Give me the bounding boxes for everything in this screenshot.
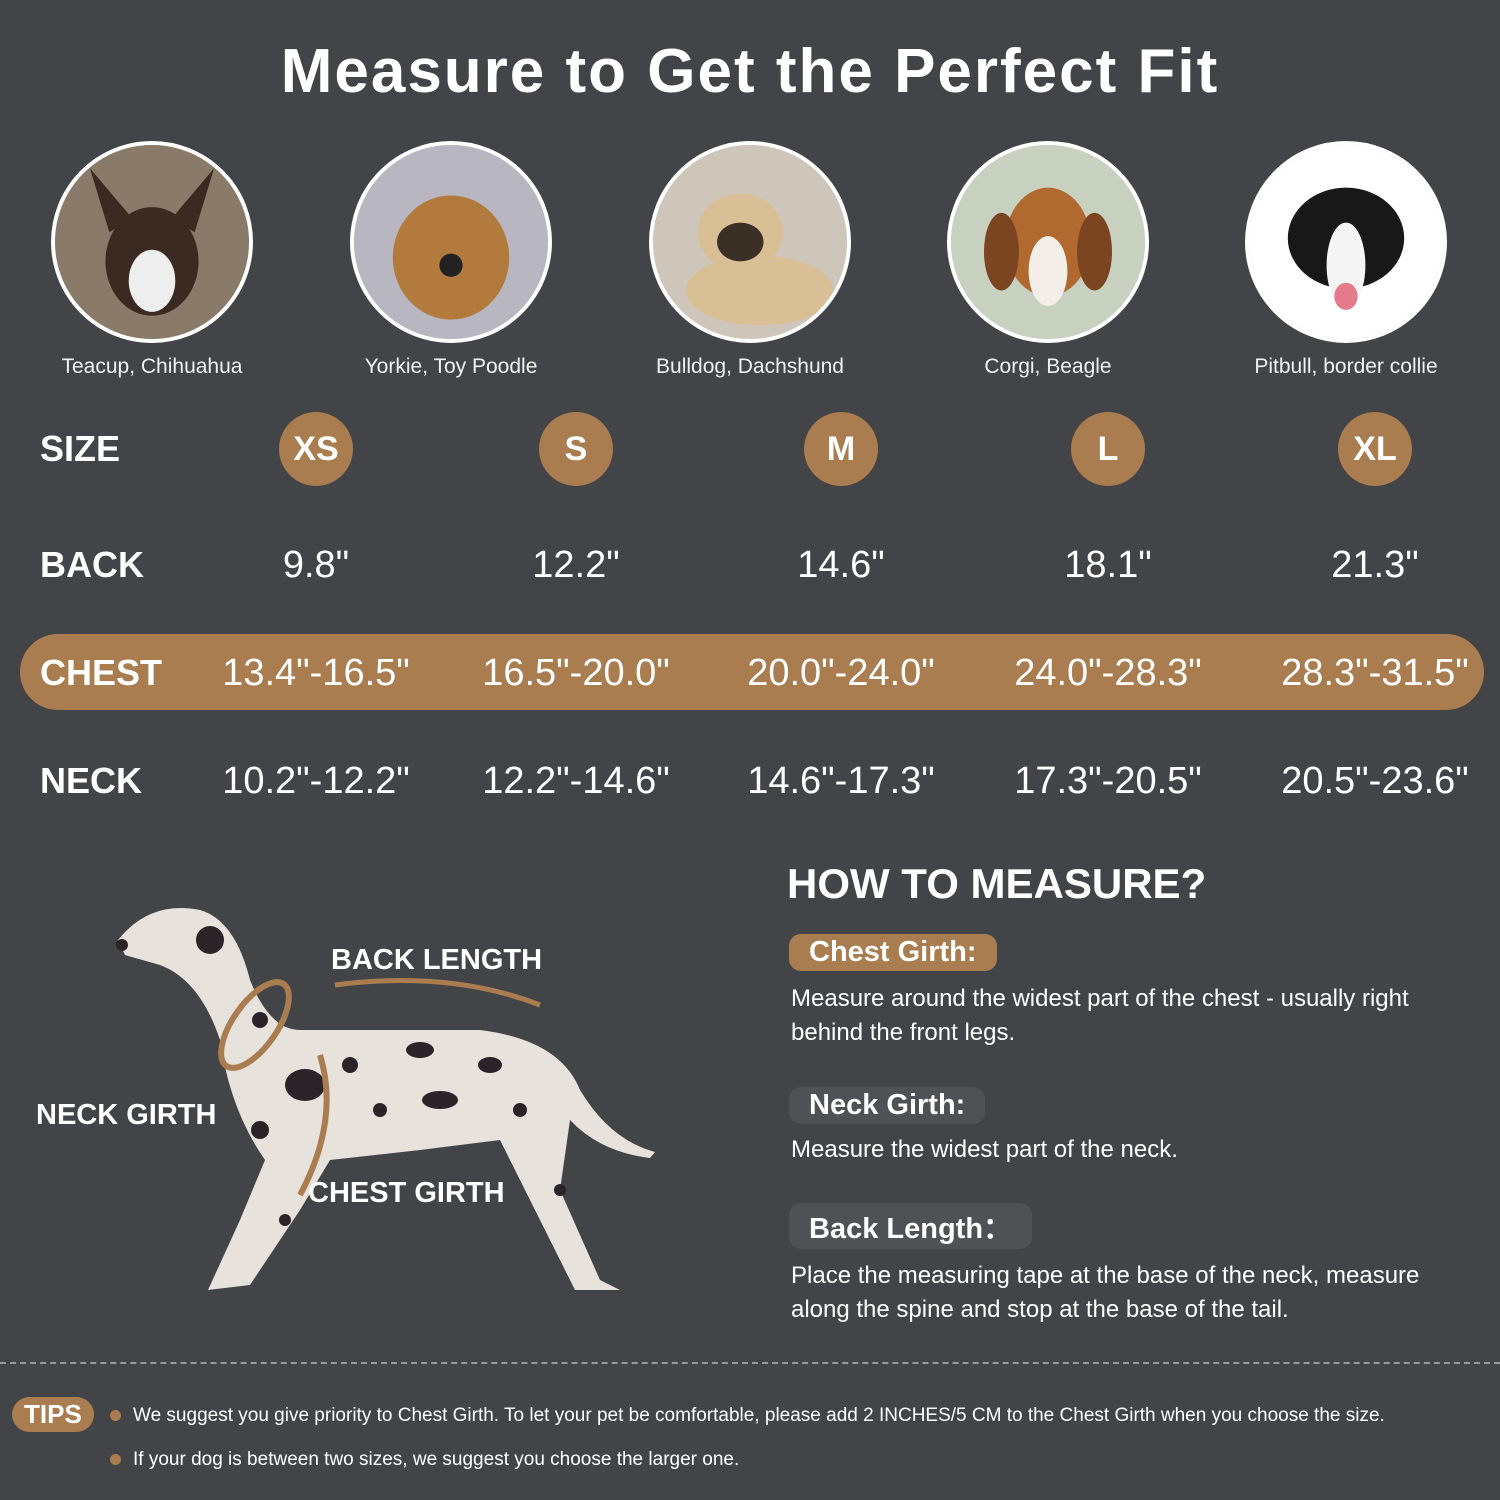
chest-row-highlight: [20, 634, 1484, 710]
neck-value: 20.5"-23.6": [1281, 760, 1469, 802]
tip-item: If your dog is between two sizes, we sug…: [110, 1449, 739, 1471]
size-badge: L: [1071, 412, 1145, 486]
neck-value: 17.3"-20.5": [1014, 760, 1202, 802]
dog-photo-chihuahua: [51, 141, 253, 343]
dog-photo-pug: [649, 141, 851, 343]
back-value: 14.6": [797, 544, 885, 586]
breed-label: Bulldog, Dachshund: [656, 355, 844, 378]
chest-value: 24.0"-28.3": [1014, 652, 1202, 694]
back-length-pill: Back Length：: [789, 1203, 1033, 1249]
tip-item: We suggest you give priority to Chest Gi…: [110, 1405, 1385, 1427]
size-badge: XL: [1338, 412, 1412, 486]
breed-label: Yorkie, Toy Poodle: [364, 355, 538, 378]
how-to-measure-heading: HOW TO MEASURE?: [787, 860, 1207, 907]
back-row-label: BACK: [40, 544, 144, 585]
dalmatian-illustration: [116, 908, 655, 1290]
chest-girth-desc: Measure around the widest part of the ch…: [791, 985, 1409, 1046]
dog-photo-border-collie: [1245, 141, 1447, 343]
chest-girth-pill: Chest Girth:: [789, 934, 997, 971]
dog-photo-yorkie: [350, 141, 552, 343]
size-badge: S: [539, 412, 613, 486]
neck-value: 14.6"-17.3": [747, 760, 935, 802]
chest-value: 16.5"-20.0": [482, 652, 670, 694]
neck-girth-desc: Measure the widest part of the neck.: [791, 1136, 1178, 1163]
back-value: 12.2": [532, 544, 620, 586]
chest-value: 13.4"-16.5": [222, 652, 410, 694]
size-badge: XS: [279, 412, 353, 486]
neck-value: 12.2"-14.6": [482, 760, 670, 802]
breed-label: Corgi, Beagle: [984, 355, 1112, 378]
back-length-desc: Place the measuring tape at the base of …: [791, 1262, 1420, 1323]
back-length-label: BACK LENGTH: [331, 944, 543, 976]
back-value: 18.1": [1064, 544, 1152, 586]
chest-row-label: CHEST: [40, 652, 163, 693]
chest-girth-label: CHEST GIRTH: [308, 1177, 505, 1209]
back-value: 9.8": [282, 544, 350, 586]
back-value: 21.3": [1331, 544, 1419, 586]
dog-photo-beagle: [947, 141, 1149, 343]
page-title: Measure to Get the Perfect Fit: [280, 37, 1220, 106]
neck-girth-label: NECK GIRTH: [36, 1099, 217, 1131]
breed-label: Teacup, Chihuahua: [61, 355, 243, 378]
divider: [0, 1362, 1500, 1364]
tips-badge: TIPS: [12, 1397, 94, 1432]
neck-value: 10.2"-12.2": [222, 760, 410, 802]
size-badge: M: [804, 412, 878, 486]
size-row-label: SIZE: [40, 428, 121, 469]
breed-label: Pitbull, border collie: [1254, 355, 1438, 378]
neck-girth-pill: Neck Girth:: [789, 1087, 986, 1124]
chest-value: 28.3"-31.5": [1281, 652, 1469, 694]
neck-row-label: NECK: [40, 760, 143, 801]
chest-value: 20.0"-24.0": [747, 652, 935, 694]
